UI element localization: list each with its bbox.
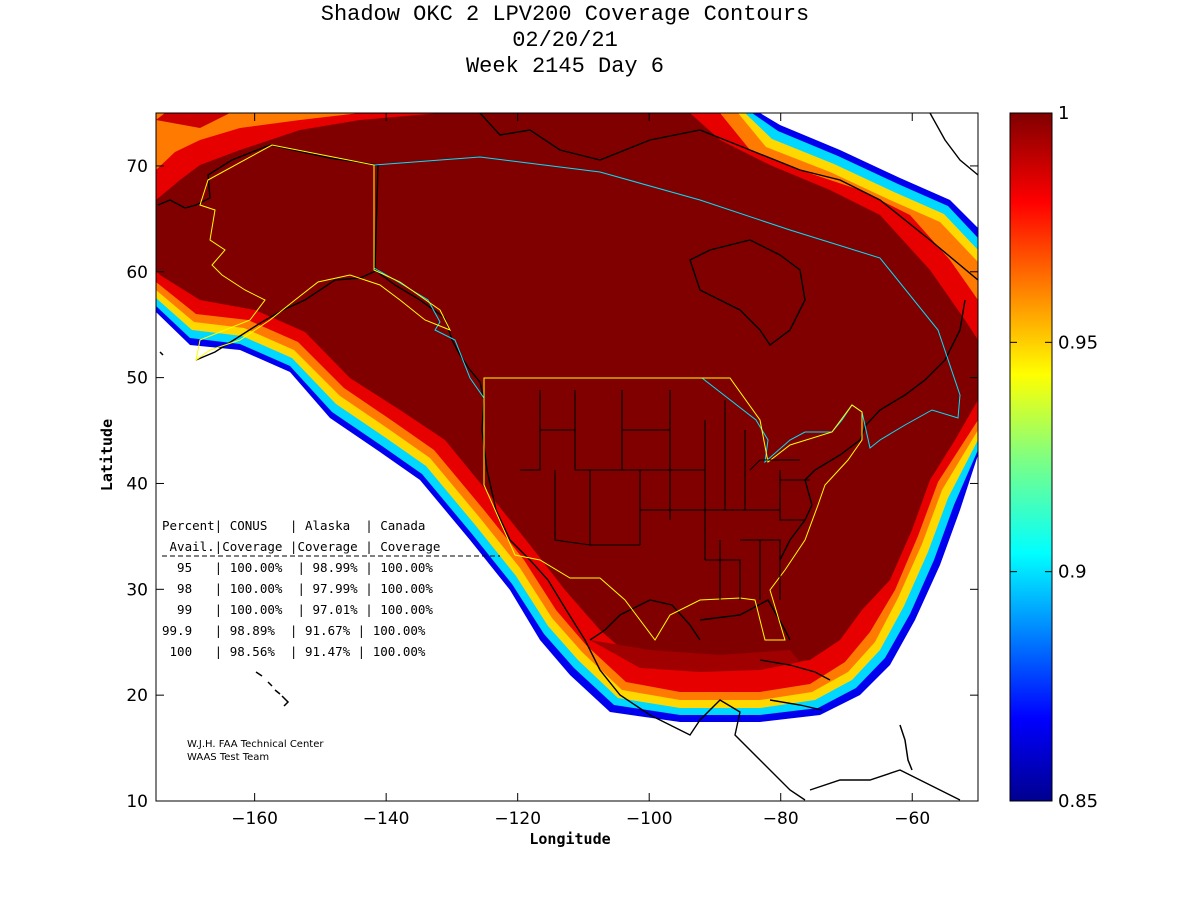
y-tick-label: 70 (126, 157, 148, 177)
x-tick-label: −160 (231, 809, 278, 829)
colorbar-tick-label: 1 (1058, 103, 1069, 124)
table-header-row-1: Percent| CONUS | Alaska | Canada (162, 518, 425, 533)
x-tick-label: −120 (494, 809, 541, 829)
coverage-table: Percent| CONUS | Alaska | Canada Avail.|… (162, 518, 500, 659)
colorbar (1009, 112, 1053, 802)
alaska-canada-border (373, 156, 961, 464)
y-tick-label: 60 (126, 263, 148, 283)
coverage-contours (156, 113, 978, 801)
table-row: 95 | 100.00% | 98.99% | 100.00% (162, 560, 433, 575)
conus-outline (483, 377, 863, 641)
table-row: 99.9 | 98.89% | 91.67% | 100.00% (162, 623, 426, 638)
y-tick-label: 40 (126, 474, 148, 494)
x-tick-label: −100 (626, 809, 673, 829)
chart-week-day: Week 2145 Day 6 (465, 54, 665, 79)
colorbar-tick-label: 0.95 (1058, 332, 1098, 353)
x-tick-label: −60 (894, 809, 930, 829)
table-row: 98 | 100.00% | 97.99% | 100.00% (162, 581, 433, 596)
y-axis: 10 20 30 40 50 60 70 (126, 157, 978, 812)
hawaii-islands (159, 351, 913, 771)
colorbar-ticks: 1 0.95 0.9 0.85 (1010, 103, 1098, 812)
chart-date: 02/20/21 (512, 28, 618, 53)
colorbar-tick-label: 0.85 (1058, 791, 1098, 812)
plot-frame (155, 112, 979, 802)
contour-core-1.0 (156, 113, 978, 670)
x-tick-label: −80 (763, 809, 799, 829)
table-row: 100 | 98.56% | 91.47% | 100.00% (162, 644, 426, 659)
y-tick-label: 20 (126, 686, 148, 706)
alaska-outline (195, 144, 452, 362)
chart-title: Shadow OKC 2 LPV200 Coverage Contours (320, 2, 810, 27)
y-tick-label: 10 (126, 792, 148, 812)
y-tick-label: 30 (126, 580, 148, 600)
x-axis: −160 −140 −120 −100 −80 −60 (231, 113, 930, 829)
colorbar-tick-label: 0.9 (1058, 562, 1087, 583)
credit-line-2: WAAS Test Team (187, 752, 269, 763)
coastlines (157, 113, 978, 801)
table-row: 99 | 100.00% | 97.01% | 100.00% (162, 602, 433, 617)
y-axis-label: Latitude (98, 419, 116, 491)
table-header-row-2: Avail.|Coverage |Coverage | Coverage (162, 539, 440, 554)
state-borders (520, 390, 810, 600)
y-tick-label: 50 (126, 369, 148, 389)
x-axis-label: Longitude (529, 830, 610, 848)
x-tick-label: −140 (363, 809, 410, 829)
credit-line-1: W.J.H. FAA Technical Center (187, 739, 324, 750)
